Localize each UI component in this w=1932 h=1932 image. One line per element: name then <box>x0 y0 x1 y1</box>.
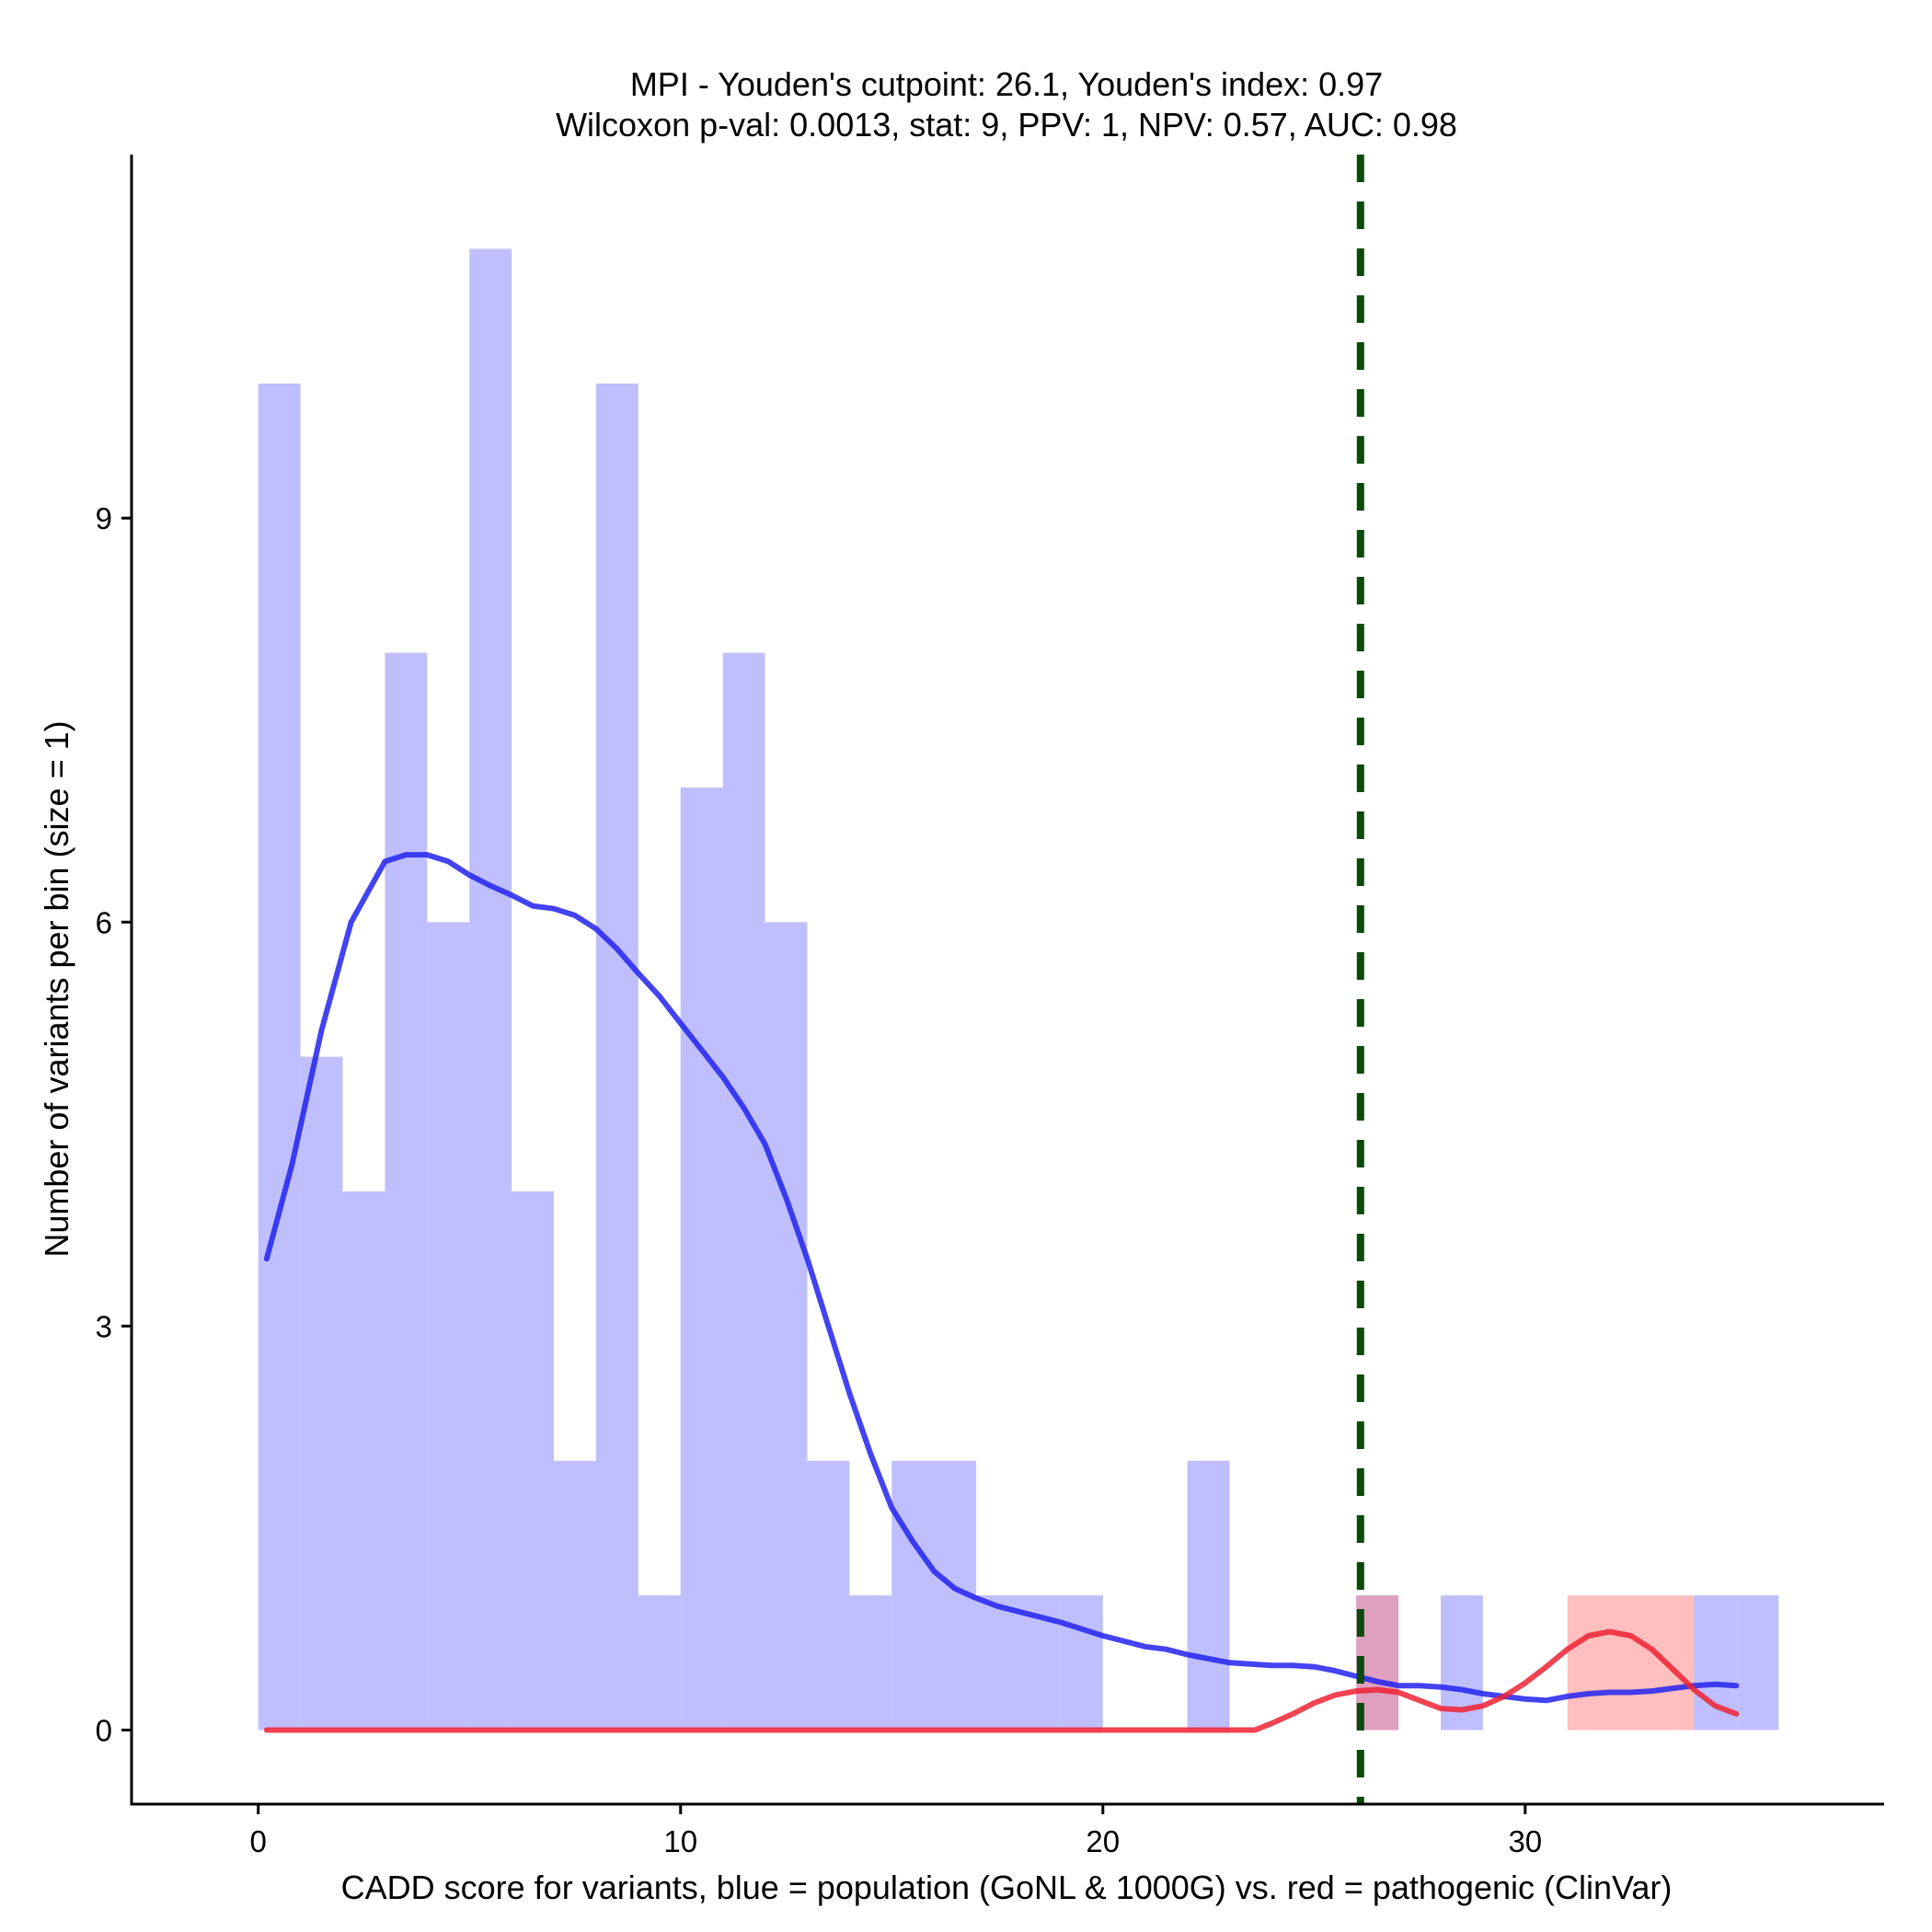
pathogenic-bar <box>1567 1595 1610 1731</box>
pathogenic-density-line <box>263 1628 1740 1733</box>
population-bar <box>512 1191 555 1731</box>
population-bar <box>554 1460 596 1731</box>
pathogenic-bars <box>1356 1595 1695 1731</box>
x-tick-label: 30 <box>1508 1824 1542 1858</box>
population-bars <box>258 248 1779 1731</box>
population-bar <box>595 383 638 1731</box>
population-bar <box>849 1595 892 1731</box>
density-lines <box>263 852 1740 1733</box>
x-tick-label: 0 <box>250 1824 267 1858</box>
y-tick-label: 3 <box>96 1309 112 1343</box>
x-axis-label: CADD score for variants, blue = populati… <box>341 1869 1673 1906</box>
population-bar <box>258 383 301 1731</box>
population-bar <box>342 1191 385 1731</box>
population-bar <box>891 1460 935 1731</box>
population-bar <box>1060 1595 1103 1731</box>
population-bar <box>1736 1595 1779 1731</box>
population-bar <box>976 1595 1018 1731</box>
pathogenic-bar <box>1609 1595 1652 1731</box>
population-bar <box>807 1460 850 1731</box>
population-bar <box>469 248 512 1731</box>
population-bar <box>1187 1460 1230 1731</box>
population-bar <box>385 652 428 1731</box>
population-density-line <box>263 852 1740 1704</box>
population-bar <box>638 1595 681 1731</box>
x-tick-label: 10 <box>663 1824 697 1858</box>
x-tick-label: 20 <box>1086 1824 1120 1858</box>
y-axis-label: Number of variants per bin (size = 1) <box>38 720 75 1257</box>
y-tick-label: 9 <box>96 501 112 535</box>
chart-title-line1: MPI - Youden's cutpoint: 26.1, Youden's … <box>630 65 1383 103</box>
y-tick-label: 6 <box>96 905 112 939</box>
y-tick-label: 0 <box>96 1713 112 1747</box>
population-bar <box>300 1056 343 1731</box>
population-bar <box>427 922 470 1731</box>
population-bar <box>722 652 765 1731</box>
axes: 0 10 20 30 0 3 6 9 <box>96 155 1884 1858</box>
chart-title-line2: Wilcoxon p-val: 0.0013, stat: 9, PPV: 1,… <box>556 106 1457 144</box>
pathogenic-bar <box>1651 1595 1695 1731</box>
population-bar <box>680 787 723 1731</box>
population-bar <box>765 922 808 1731</box>
